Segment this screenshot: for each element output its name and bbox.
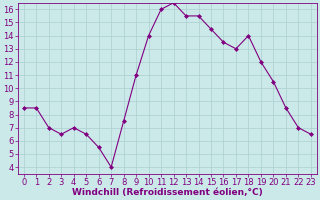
X-axis label: Windchill (Refroidissement éolien,°C): Windchill (Refroidissement éolien,°C) — [72, 188, 263, 197]
